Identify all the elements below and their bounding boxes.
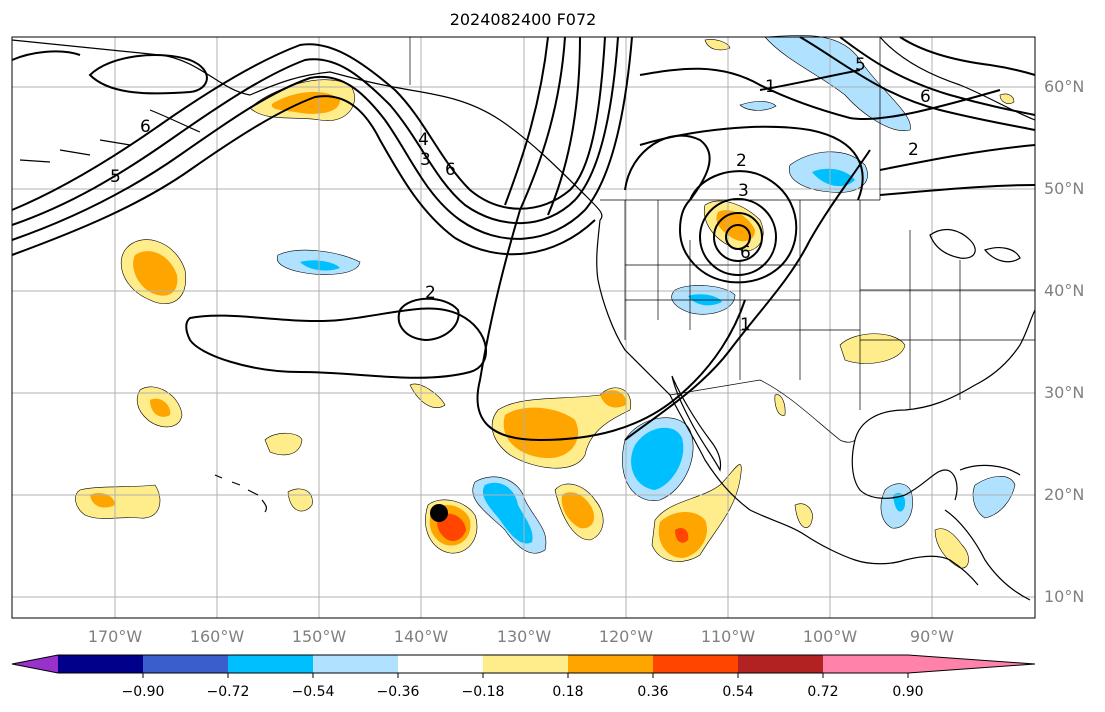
lon-label: 160°W	[189, 627, 245, 646]
colorbar-segment	[313, 655, 398, 673]
lat-label: 30°N	[1044, 383, 1085, 402]
contour-label: 1	[765, 77, 776, 97]
lat-label: 50°N	[1044, 179, 1085, 198]
lon-label: 100°W	[802, 627, 858, 646]
contour-label: 2	[908, 140, 919, 160]
contour-label: 3	[420, 150, 431, 170]
colorbar-segment	[398, 655, 483, 673]
contour-label: 2	[425, 283, 436, 303]
lon-label: 90°W	[909, 627, 955, 646]
lon-label: 150°W	[291, 627, 347, 646]
lat-label: 60°N	[1044, 77, 1085, 96]
colorbar-tick-label: 0.54	[722, 684, 754, 700]
contour-label: 2	[736, 151, 747, 171]
colorbar-tick-label: −0.90	[121, 684, 165, 700]
contour-label: 6	[920, 87, 931, 107]
lat-label: 10°N	[1044, 587, 1085, 606]
anomaly-shading	[75, 35, 1016, 569]
contour-label: 5	[855, 55, 866, 75]
grid-lines	[12, 37, 1035, 618]
colorbar-segment	[568, 655, 653, 673]
lon-label: 130°W	[496, 627, 552, 646]
contour-label: 5	[110, 167, 121, 187]
contour-label: 6	[740, 243, 751, 263]
contour-label: 6	[445, 160, 456, 180]
storm-center-marker	[430, 504, 448, 522]
contour-label: 4	[418, 130, 429, 150]
colorbar-tick-label: −0.54	[291, 684, 335, 700]
colorbar-tick-label: 0.18	[552, 684, 584, 700]
lon-label: 110°W	[700, 627, 756, 646]
colorbar-tick-label: 0.36	[637, 684, 669, 700]
colorbar-max-extension	[908, 655, 1035, 673]
contour-label: 1	[740, 315, 751, 335]
colorbar-tick-label: −0.36	[376, 684, 420, 700]
colorbar-outline	[11, 654, 1036, 674]
colorbar-tick-label: −0.18	[461, 684, 505, 700]
contour-label: 3	[738, 181, 749, 201]
colorbar-segment	[738, 655, 823, 673]
lat-label: 20°N	[1044, 485, 1085, 504]
map-title: 2024082400 F072	[449, 10, 597, 29]
lat-label: 40°N	[1044, 281, 1085, 300]
contour-lines	[11, 36, 1036, 442]
colorbar-tick-label: 0.72	[807, 684, 839, 700]
contour-label: 6	[140, 117, 151, 137]
colorbar-segment	[823, 655, 908, 673]
lon-label: 120°W	[598, 627, 654, 646]
lon-label: 140°W	[393, 627, 449, 646]
colorbar-segment	[58, 655, 143, 673]
plot-frame	[11, 36, 1036, 619]
lon-label: 170°W	[87, 627, 143, 646]
colorbar-segment	[228, 655, 313, 673]
colorbar-tick-label: −0.72	[206, 684, 250, 700]
colorbar-segment	[143, 655, 228, 673]
colorbar-segment	[653, 655, 738, 673]
colorbar	[11, 654, 1036, 678]
colorbar-tick-label: 0.90	[892, 684, 924, 700]
colorbar-segment	[483, 655, 568, 673]
colorbar-min-extension	[12, 655, 58, 673]
contour-value-labels: 1 1 2 2 2 3 3 4 6 6 6 6 5 5	[110, 55, 931, 335]
